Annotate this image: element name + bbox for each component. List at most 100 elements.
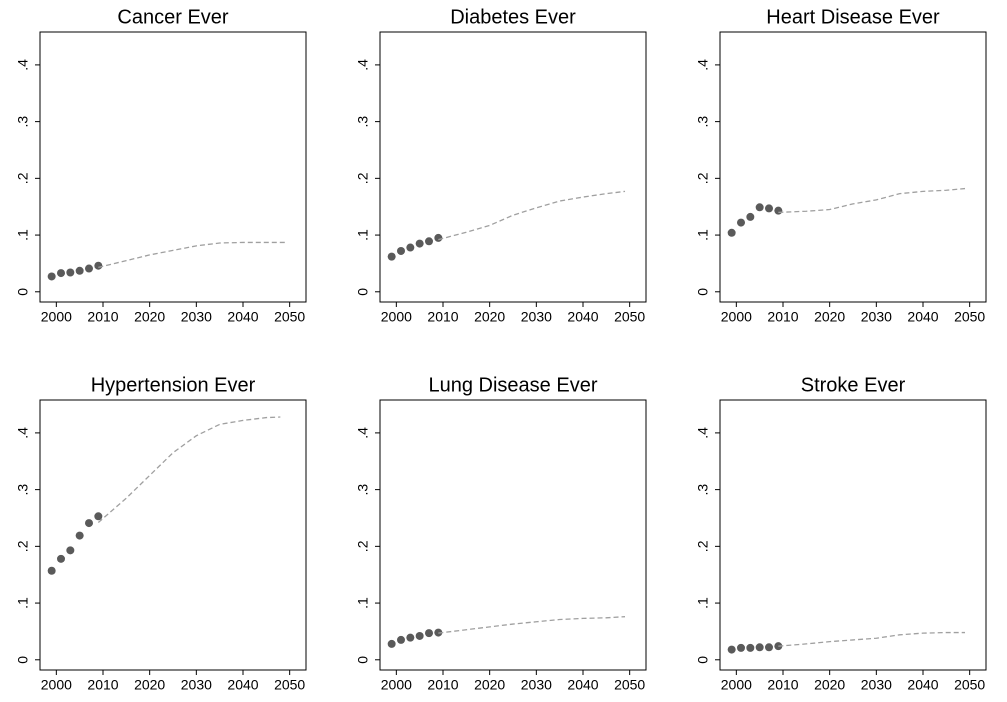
x-tick-label: 2010 (87, 309, 118, 325)
data-point (57, 269, 65, 278)
x-tick-label: 2040 (227, 677, 258, 693)
projection-line (778, 187, 966, 214)
x-tick-label: 2000 (381, 677, 412, 693)
x-tick-label: 2000 (381, 309, 412, 325)
data-point (94, 261, 103, 270)
x-tick-label: 2040 (907, 677, 938, 693)
data-point (425, 629, 433, 638)
y-tick-label: 0 (695, 288, 711, 296)
y-tick-label: .4 (695, 427, 711, 439)
projection-line (98, 241, 285, 269)
x-tick-label: 2000 (721, 677, 752, 693)
plot-frame (39, 399, 307, 671)
y-tick-label: 0 (15, 656, 31, 664)
y-tick-label: .1 (355, 597, 371, 609)
chart-title: Lung Disease Ever (429, 374, 598, 396)
x-tick-label: 2040 (567, 309, 598, 325)
x-tick-label: 2020 (814, 309, 845, 325)
y-tick-label: .4 (355, 427, 371, 439)
x-tick-label: 2020 (814, 677, 845, 693)
data-point (406, 633, 415, 642)
x-tick-label: 2000 (721, 309, 752, 325)
data-point (94, 512, 103, 521)
data-point (75, 266, 84, 275)
y-tick-label: .3 (695, 484, 711, 496)
y-tick-label: .3 (355, 116, 371, 128)
data-point (737, 218, 745, 227)
data-point (727, 645, 736, 654)
data-point (85, 519, 93, 528)
x-tick-label: 2010 (767, 309, 798, 325)
chart-title: Diabetes Ever (450, 6, 576, 28)
y-tick-label: .3 (695, 116, 711, 128)
projection-line (438, 190, 626, 241)
data-point (75, 531, 84, 540)
x-tick-label: 2030 (181, 309, 212, 325)
data-point (755, 203, 764, 212)
x-tick-label: 2050 (954, 677, 985, 693)
x-tick-label: 2040 (227, 309, 258, 325)
y-tick-label: .2 (355, 540, 371, 552)
data-point (415, 631, 424, 640)
y-tick-label: .2 (15, 172, 31, 184)
x-tick-label: 2050 (614, 309, 645, 325)
data-point (434, 233, 443, 242)
x-tick-label: 2050 (274, 309, 305, 325)
data-point (85, 264, 93, 273)
data-point (425, 237, 433, 246)
y-tick-label: .3 (15, 484, 31, 496)
y-tick-label: .1 (695, 597, 711, 609)
y-tick-label: .1 (15, 229, 31, 241)
data-point (47, 566, 56, 575)
data-point (387, 252, 396, 261)
y-tick-label: .3 (15, 116, 31, 128)
x-tick-label: 2040 (907, 309, 938, 325)
chart-title: Hypertension Ever (91, 374, 256, 396)
y-tick-label: .4 (355, 59, 371, 71)
data-point (397, 246, 405, 255)
x-tick-label: 2020 (134, 677, 165, 693)
x-tick-label: 2030 (521, 677, 552, 693)
y-tick-label: 0 (15, 288, 31, 296)
x-tick-label: 2020 (474, 309, 505, 325)
x-tick-label: 2010 (427, 309, 458, 325)
data-point (57, 554, 65, 563)
data-point (746, 643, 755, 652)
x-tick-label: 2030 (861, 677, 892, 693)
data-point (47, 272, 56, 281)
y-tick-label: .2 (355, 172, 371, 184)
y-tick-label: .2 (695, 540, 711, 552)
data-point (387, 639, 396, 648)
data-point (765, 643, 773, 652)
y-tick-label: .1 (15, 597, 31, 609)
data-point (746, 212, 755, 221)
y-tick-label: 0 (695, 656, 711, 664)
data-point (415, 239, 424, 248)
y-tick-label: .1 (695, 229, 711, 241)
projection-line (97, 416, 281, 524)
data-point (727, 228, 736, 237)
projection-line (438, 616, 626, 634)
x-tick-label: 2020 (474, 677, 505, 693)
data-point (66, 546, 75, 555)
x-tick-label: 2030 (861, 309, 892, 325)
chart-title: Cancer Ever (117, 6, 228, 28)
x-tick-label: 2040 (567, 677, 598, 693)
data-point (397, 635, 405, 644)
y-tick-label: .4 (15, 427, 31, 439)
y-tick-label: .4 (695, 59, 711, 71)
y-tick-label: .4 (15, 59, 31, 71)
x-tick-label: 2050 (614, 677, 645, 693)
plot-frame (39, 31, 307, 303)
x-tick-label: 2000 (41, 309, 72, 325)
plot-frame (379, 31, 647, 303)
chart-title: Heart Disease Ever (766, 6, 940, 28)
x-tick-label: 2020 (134, 309, 165, 325)
data-point (765, 204, 773, 213)
x-tick-label: 2000 (41, 677, 72, 693)
plot-frame (719, 399, 987, 671)
y-tick-label: 0 (355, 656, 371, 664)
data-point (774, 206, 783, 215)
